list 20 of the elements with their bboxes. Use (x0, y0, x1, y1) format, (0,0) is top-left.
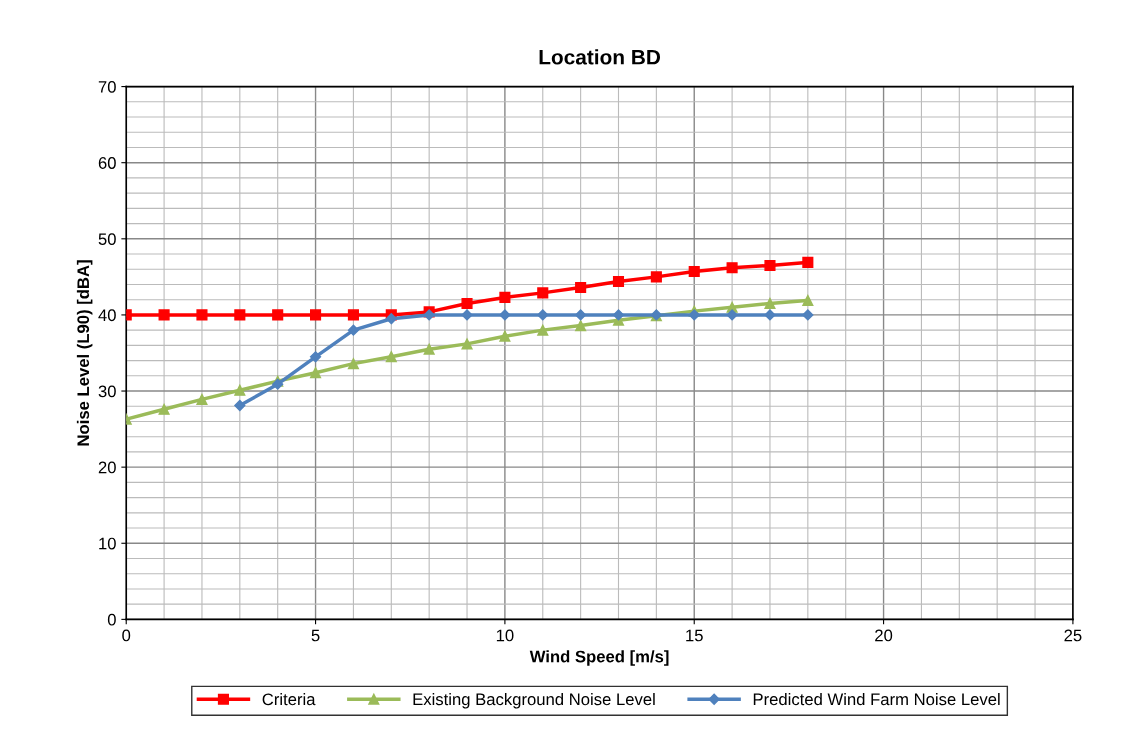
y-axis-title: Noise Level (L90) [dBA] (76, 260, 93, 446)
x-tick-label: 5 (311, 629, 320, 642)
x-tick-label: 25 (1064, 629, 1082, 642)
y-tick-label: 70 (98, 80, 116, 93)
y-tick-label: 30 (98, 385, 116, 398)
y-tick-label: 50 (98, 233, 116, 246)
x-axis-title: Wind Speed [m/s] (529, 650, 669, 666)
y-tick-label: 20 (98, 461, 116, 474)
y-tick-label: 0 (107, 613, 116, 626)
y-tick-label: 40 (98, 309, 116, 322)
legend-label: Predicted Wind Farm Noise Level (753, 692, 1000, 706)
x-tick-label: 20 (875, 629, 893, 642)
y-tick-label: 10 (99, 537, 116, 550)
y-tick-label: 60 (98, 157, 116, 169)
chart-title: Location BD (539, 49, 661, 65)
x-tick-label: 15 (686, 629, 703, 642)
legend-label: Criteria (262, 692, 316, 706)
legend-label: Existing Background Noise Level (413, 692, 655, 709)
x-tick-label: 0 (122, 629, 131, 642)
x-tick-label: 10 (496, 629, 514, 642)
